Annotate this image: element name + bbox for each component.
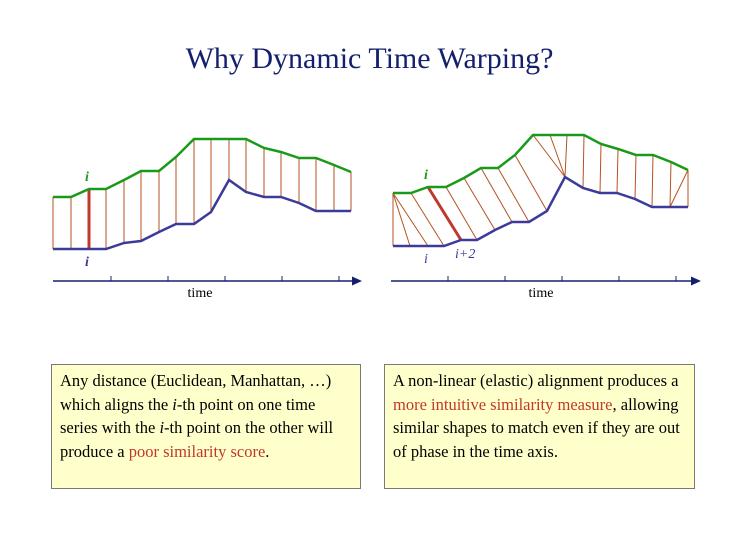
left-link-lines: [52, 139, 352, 249]
left-figure: i i time: [52, 137, 362, 301]
right-link: [549, 134, 566, 178]
left-box-text: -th point on one time series with the: [60, 394, 316, 438]
right-link: [445, 186, 478, 241]
right-link: [651, 154, 654, 208]
left-bottom-series: [53, 178, 351, 251]
left-axis-ticks: [110, 276, 340, 281]
right-bottom-series: [393, 175, 688, 248]
left-axis-label: time: [188, 286, 213, 301]
left-explanation-box: Any distance (Euclidean, Manhattan, …) w…: [51, 364, 361, 489]
right-link: [634, 154, 637, 200]
right-link-lines: [392, 134, 689, 247]
left-box-text: -th point on the other will produce a: [60, 418, 334, 461]
right-box-highlight: more intuitive similarity measure: [393, 394, 613, 414]
right-link: [616, 148, 619, 194]
right-top-i-label: i: [424, 168, 428, 183]
left-axis-arrowhead: [352, 276, 362, 286]
right-top-series: [393, 133, 689, 195]
left-box-text: .: [265, 441, 270, 461]
right-link: [463, 177, 496, 231]
right-explanation-box: A non-linear (elastic) alignment produce…: [384, 364, 695, 489]
right-link: [392, 192, 411, 247]
right-axis-arrowhead: [691, 276, 701, 286]
right-link: [514, 154, 548, 212]
right-box-text: A non-linear (elastic) alignment produce…: [393, 371, 679, 390]
right-link: [480, 167, 513, 223]
right-box-text: , allowing similar shapes to match even …: [393, 394, 680, 461]
left-box-italic-i: i: [172, 394, 177, 414]
slide-title: Why Dynamic Time Warping?: [185, 42, 554, 75]
right-link: [599, 143, 602, 194]
left-bottom-i-label: i: [85, 255, 89, 270]
right-link: [582, 134, 585, 189]
right-link: [564, 134, 568, 178]
left-box-text: Any distance (Euclidean, Manhattan, …) w…: [60, 371, 332, 414]
right-axis-label: time: [529, 286, 554, 301]
right-link: [669, 169, 689, 208]
right-link: [669, 161, 672, 208]
right-axis-ticks: [447, 276, 677, 281]
right-link: [410, 192, 445, 247]
right-highlight-link: [426, 186, 463, 241]
right-link: [532, 134, 566, 178]
left-box-highlight: poor similarity score: [128, 441, 266, 461]
left-top-series: [53, 137, 352, 199]
left-top-i-label: i: [85, 170, 89, 185]
right-bottom-i2-label: i+2: [455, 247, 475, 262]
left-box-italic-i: i: [159, 418, 165, 437]
right-link: [497, 167, 530, 223]
right-link: [392, 192, 429, 247]
right-figure: i i i+2 time: [391, 133, 701, 301]
right-bottom-i-label: i: [424, 252, 428, 267]
